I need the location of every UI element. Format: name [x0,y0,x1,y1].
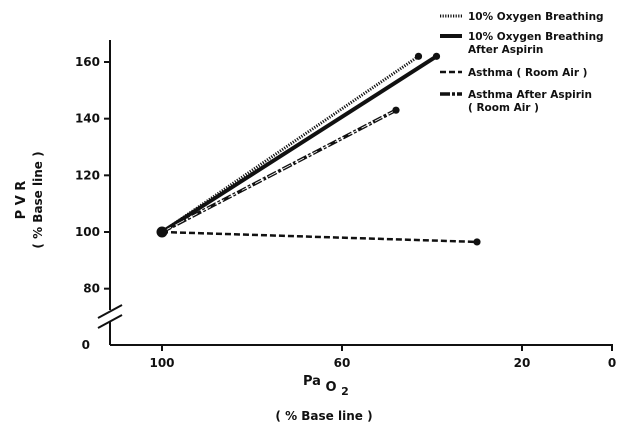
x-tick-label: 100 [149,356,174,370]
series-lines [156,52,481,246]
legend-label-4-line-2: ( Room Air ) [468,102,539,114]
series-end-point-2 [432,52,441,60]
axis-break-mark-top [97,304,123,319]
series-line-3 [161,230,478,244]
y-axis-label-main: P V R [14,181,29,220]
legend-label-2-line-2: After Aspirin [468,44,543,56]
legend: 10% Oxygen Breathing 10% Oxygen Breathing… [440,11,604,114]
legend-label-3-line-1: Asthma ( Room Air ) [468,67,587,79]
y-tick-label: 140 [75,112,100,126]
x-tick-label: 0 [608,356,616,370]
y-tick-label: 160 [75,55,100,69]
ticks: 80 100 120 140 160 0 100 60 20 0 [75,55,616,370]
shared-start-point [156,226,168,238]
x-label-o: O [325,380,336,395]
x-label-pa: Pa [303,374,321,389]
legend-label-1-line-1: 10% Oxygen Breathing [468,11,604,23]
series-end-point-1 [414,52,423,60]
legend-label-4-line-1: Asthma After Aspirin [468,89,592,101]
x-axis-label-sub: ( % Base line ) [275,409,372,423]
y-tick-label: 120 [75,168,100,182]
series-end-point-4 [392,106,400,114]
y-tick-label-zero: 0 [82,338,90,352]
axes [97,40,613,346]
x-axis-label-main: Pa O 2 [303,374,349,398]
legend-label-2-line-1: 10% Oxygen Breathing [468,31,604,43]
series-line-2 [160,54,438,234]
y-tick-label: 100 [75,225,100,239]
x-tick-label: 60 [334,356,351,370]
y-tick-label: 80 [83,282,100,296]
axis-break-mark-bottom [97,314,123,329]
series-line-4 [161,108,397,234]
x-label-2: 2 [341,385,349,398]
series-line-4-inner [161,109,397,233]
series-end-point-3 [473,238,481,246]
y-axis-label-sub: ( % Base line ) [31,151,45,248]
x-tick-label: 20 [514,356,531,370]
